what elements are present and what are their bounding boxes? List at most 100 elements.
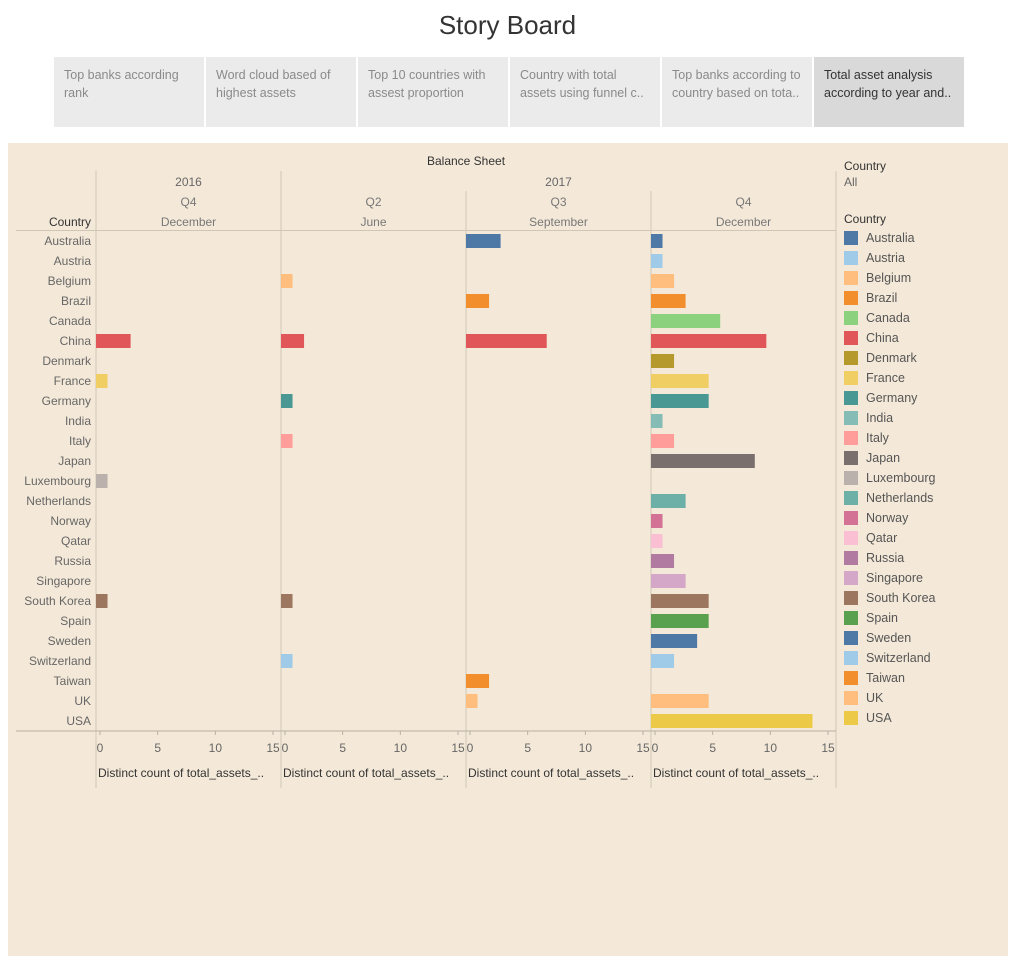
bar[interactable] xyxy=(651,254,663,268)
bar[interactable] xyxy=(281,654,293,668)
legend-swatch xyxy=(844,371,858,385)
legend-item[interactable]: Qatar xyxy=(844,528,1004,548)
legend-item[interactable]: Taiwan xyxy=(844,668,1004,688)
legend-item[interactable]: Denmark xyxy=(844,348,1004,368)
legend-swatch xyxy=(844,311,858,325)
bar[interactable] xyxy=(651,274,675,288)
country-label: Denmark xyxy=(42,354,92,368)
legend-item[interactable]: Brazil xyxy=(844,288,1004,308)
bar[interactable] xyxy=(651,614,709,628)
legend-swatch xyxy=(844,531,858,545)
legend-item[interactable]: Luxembourg xyxy=(844,468,1004,488)
bar[interactable] xyxy=(651,574,686,588)
story-tab-3[interactable]: Top 10 countries with assest proportion xyxy=(358,57,508,127)
bar[interactable] xyxy=(96,334,131,348)
legend-swatch xyxy=(844,271,858,285)
legend-item[interactable]: Japan xyxy=(844,448,1004,468)
bar[interactable] xyxy=(651,594,709,608)
legend-swatch xyxy=(844,591,858,605)
bar[interactable] xyxy=(651,714,813,728)
legend-swatch xyxy=(844,431,858,445)
bar[interactable] xyxy=(651,494,686,508)
legend-label: Singapore xyxy=(866,571,923,585)
bar[interactable] xyxy=(651,314,721,328)
year-header-2017: 2017 xyxy=(545,175,572,189)
bar[interactable] xyxy=(651,554,675,568)
legend-item[interactable]: Spain xyxy=(844,608,1004,628)
bar[interactable] xyxy=(651,654,675,668)
bar[interactable] xyxy=(651,234,663,248)
bar[interactable] xyxy=(651,634,698,648)
legend-label: Qatar xyxy=(866,531,898,545)
bar[interactable] xyxy=(651,454,755,468)
bar[interactable] xyxy=(651,354,675,368)
bar[interactable] xyxy=(281,394,293,408)
legend-label: Italy xyxy=(866,431,889,445)
legend-swatch xyxy=(844,231,858,245)
bar[interactable] xyxy=(466,294,490,308)
country-filter-value[interactable]: All xyxy=(844,175,858,189)
bar[interactable] xyxy=(466,234,501,248)
story-tab-2[interactable]: Word cloud based of highest assets xyxy=(206,57,356,127)
legend-item[interactable]: Russia xyxy=(844,548,1004,568)
legend-label: Spain xyxy=(866,611,898,625)
bar[interactable] xyxy=(281,334,305,348)
bar[interactable] xyxy=(651,534,663,548)
legend-item[interactable]: Netherlands xyxy=(844,488,1004,508)
x-tick-label: 5 xyxy=(709,741,716,755)
month-header: December xyxy=(716,215,771,229)
legend-item[interactable]: Canada xyxy=(844,308,1004,328)
bar[interactable] xyxy=(96,474,108,488)
x-tick-label: 5 xyxy=(524,741,531,755)
x-tick-label: 15 xyxy=(266,741,280,755)
bar[interactable] xyxy=(281,274,293,288)
bar[interactable] xyxy=(96,374,108,388)
legend-item[interactable]: Switzerland xyxy=(844,648,1004,668)
legend-item[interactable]: Belgium xyxy=(844,268,1004,288)
bar[interactable] xyxy=(651,694,709,708)
x-tick-label: 15 xyxy=(636,741,650,755)
bar[interactable] xyxy=(651,394,709,408)
bar[interactable] xyxy=(651,334,767,348)
legend-item[interactable]: USA xyxy=(844,708,1004,728)
bar[interactable] xyxy=(651,514,663,528)
legend-item[interactable]: Austria xyxy=(844,248,1004,268)
country-label: Taiwan xyxy=(54,674,91,688)
story-tab-6-active[interactable]: Total asset analysis according to year a… xyxy=(814,57,964,127)
bar[interactable] xyxy=(651,294,686,308)
legend-label: UK xyxy=(866,691,884,705)
bar[interactable] xyxy=(651,374,709,388)
legend-item[interactable]: South Korea xyxy=(844,588,1004,608)
legend-item[interactable]: Australia xyxy=(844,228,1004,248)
story-tab-5[interactable]: Top banks according to country based on … xyxy=(662,57,812,127)
bar[interactable] xyxy=(281,594,293,608)
quarter-header: Q3 xyxy=(550,195,566,209)
bar[interactable] xyxy=(466,334,547,348)
legend-label: Denmark xyxy=(866,351,917,365)
legend-label: Norway xyxy=(866,511,909,525)
legend-label: France xyxy=(866,371,905,385)
bar[interactable] xyxy=(651,434,675,448)
legend-item[interactable]: Italy xyxy=(844,428,1004,448)
legend-item[interactable]: India xyxy=(844,408,1004,428)
legend-item[interactable]: UK xyxy=(844,688,1004,708)
x-tick-label: 5 xyxy=(154,741,161,755)
legend-item[interactable]: Germany xyxy=(844,388,1004,408)
filter-title: Country xyxy=(844,159,887,173)
legend-item[interactable]: Norway xyxy=(844,508,1004,528)
legend-item[interactable]: China xyxy=(844,328,1004,348)
story-tab-4[interactable]: Country with total assets using funnel c… xyxy=(510,57,660,127)
legend-area: Country All Country Australia Austria Belg… xyxy=(844,159,1004,728)
legend-item[interactable]: France xyxy=(844,368,1004,388)
bar[interactable] xyxy=(466,694,478,708)
year-header-2016: 2016 xyxy=(175,175,202,189)
bar[interactable] xyxy=(466,674,490,688)
story-tab-1[interactable]: Top banks according rank xyxy=(54,57,204,127)
x-tick-label: 15 xyxy=(821,741,835,755)
legend-item[interactable]: Sweden xyxy=(844,628,1004,648)
legend-label: Belgium xyxy=(866,271,912,285)
legend-item[interactable]: Singapore xyxy=(844,568,1004,588)
bar[interactable] xyxy=(281,434,293,448)
bar[interactable] xyxy=(651,414,663,428)
bar[interactable] xyxy=(96,594,108,608)
